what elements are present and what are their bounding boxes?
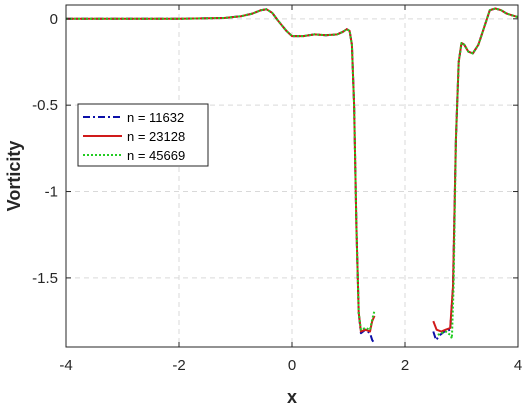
series-layer <box>66 7 519 345</box>
legend-label-2: n = 23128 <box>127 129 185 144</box>
y-tick-label: -1.5 <box>32 270 58 287</box>
y-tick-label: -0.5 <box>32 97 58 114</box>
y-tick-label: -1 <box>45 184 58 201</box>
y-axis-label: Vorticity <box>4 141 24 212</box>
y-tick-labels: 0 -0.5 -1 -1.5 <box>32 11 58 287</box>
series-line-3 <box>437 7 519 340</box>
x-axis-label: x <box>287 387 297 406</box>
axis-ticks <box>65 5 519 347</box>
y-tick-label: 0 <box>50 11 58 28</box>
legend: n = 11632 n = 23128 n = 45669 <box>77 103 209 167</box>
x-tick-labels: -4 -2 0 2 4 <box>59 357 522 374</box>
x-tick-label: 2 <box>401 357 409 374</box>
x-tick-label: 4 <box>514 357 522 374</box>
x-tick-label: -2 <box>172 357 185 374</box>
legend-label-1: n = 11632 <box>127 110 184 125</box>
x-tick-label: -4 <box>59 357 72 374</box>
series-line-3 <box>66 8 376 331</box>
x-tick-label: 0 <box>288 357 296 374</box>
legend-label-3: n = 45669 <box>127 148 185 163</box>
